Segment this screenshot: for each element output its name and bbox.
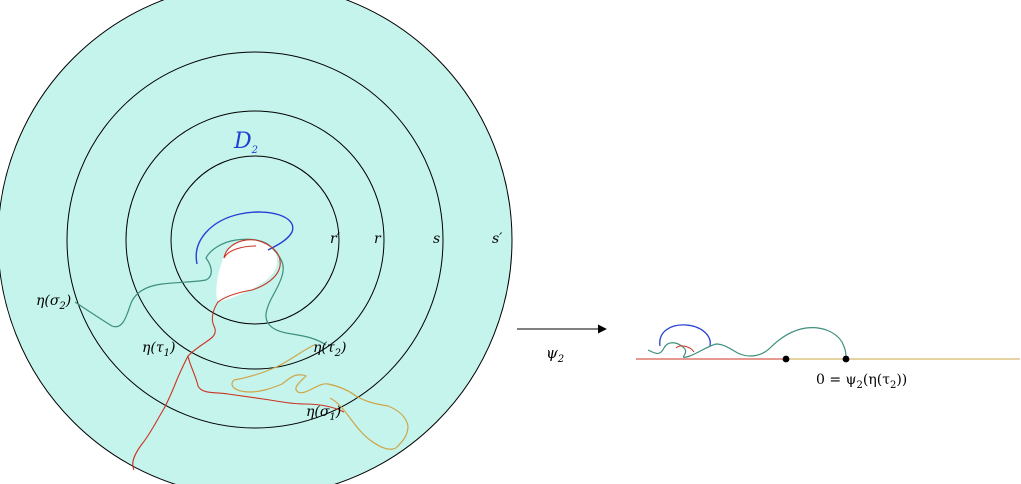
mapped-blue-arc (659, 324, 711, 347)
map-arrow: ψ2 (517, 324, 607, 365)
circle-r (125, 110, 385, 370)
teal-curve (74, 238, 327, 346)
circle-s (66, 51, 444, 429)
mapped-red-bit (675, 345, 695, 353)
left-figure: D2 r′ r s s′ η(σ2) η(τ1) η(τ2) η(σ1) (0, 0, 513, 484)
red-curve (132, 239, 345, 471)
radius-label-s-prime: s′ (492, 231, 503, 247)
radius-label-r: r (374, 231, 382, 247)
right-figure: 0 = ψ2(η(τ2)) (636, 324, 1020, 391)
orange-curve (231, 344, 409, 450)
domain-label-d2: D2 (233, 129, 258, 156)
origin-label: 0 = ψ2(η(τ2)) (816, 372, 907, 391)
circle-r-prime (170, 155, 340, 325)
curve-label-eta-tau1: η(τ1) (142, 340, 175, 359)
radius-label-r-prime: r′ (330, 231, 341, 247)
curve-label-eta-sigma2: η(σ2) (36, 293, 71, 312)
mapped-teal-curve (647, 327, 847, 360)
curve-label-eta-sigma1: η(σ1) (306, 404, 341, 423)
hull-region (216, 239, 278, 302)
map-label-psi2: ψ2 (546, 344, 564, 365)
curve-label-eta-tau2: η(τ2) (313, 340, 346, 359)
boundary-point-left (782, 355, 790, 363)
boundary-point-origin (842, 355, 850, 363)
blue-hairpin-curve (195, 211, 294, 265)
radius-label-s: s (433, 231, 440, 247)
